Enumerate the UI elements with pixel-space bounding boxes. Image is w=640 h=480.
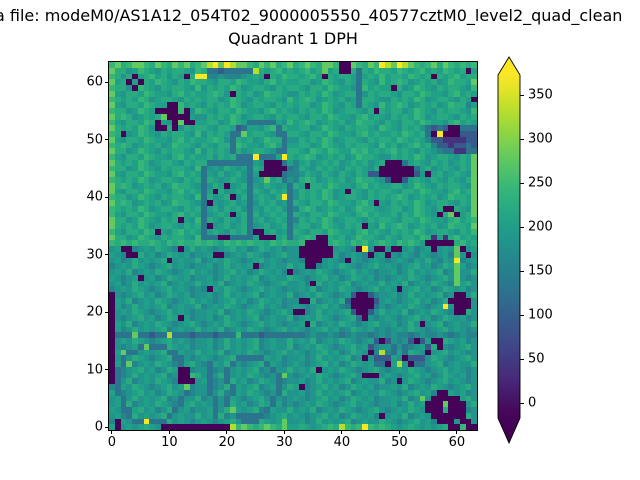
colorbar-tick-mark (520, 402, 524, 404)
colorbar-tick-label: 50 (528, 351, 545, 367)
y-tick-mark (105, 369, 109, 371)
y-tick-mark (105, 426, 109, 428)
colorbar-tick-label: 350 (528, 87, 553, 103)
x-tick-mark (111, 430, 113, 434)
x-tick-label: 0 (107, 435, 117, 450)
y-tick-label: 40 (86, 189, 103, 205)
x-tick-mark (398, 430, 400, 434)
x-tick-label: 40 (333, 435, 351, 450)
y-tick-label: 0 (94, 419, 103, 435)
figure-suptitle: a file: modeM0/AS1A12_054T02_9000005550_… (0, 6, 623, 25)
colorbar-tick-label: 0 (528, 395, 537, 411)
colorbar-tick-mark (520, 182, 524, 184)
x-tick-mark (456, 430, 458, 434)
colorbar-tick-mark (520, 94, 524, 96)
colorbar-tick-label: 250 (528, 175, 553, 191)
y-tick-label: 30 (86, 247, 103, 263)
axes-title: Quadrant 1 DPH (228, 29, 358, 48)
y-tick-mark (105, 196, 109, 198)
x-tick-label: 10 (161, 435, 178, 450)
colorbar-tick-label: 150 (528, 263, 553, 279)
y-tick-mark (105, 139, 109, 141)
colorbar-tick-label: 200 (528, 219, 553, 235)
x-tick-mark (226, 430, 228, 434)
colorbar-tick-label: 300 (528, 131, 553, 147)
colorbar-gradient (497, 56, 521, 445)
y-tick-label: 50 (86, 132, 103, 148)
x-tick-mark (168, 430, 170, 434)
axes-frame (108, 61, 478, 431)
colorbar-tick-mark (520, 270, 524, 272)
x-tick-label: 20 (218, 435, 236, 450)
heatmap-image (109, 62, 477, 430)
y-tick-mark (105, 254, 109, 256)
x-tick-label: 50 (391, 435, 408, 450)
y-tick-label: 10 (86, 362, 103, 378)
colorbar-tick-mark (520, 138, 524, 140)
x-tick-label: 60 (448, 435, 466, 450)
colorbar-tick-label: 100 (528, 307, 553, 323)
y-tick-label: 20 (86, 304, 103, 320)
y-tick-label: 60 (86, 74, 103, 90)
x-tick-mark (283, 430, 285, 434)
x-tick-label: 30 (276, 435, 293, 450)
colorbar-tick-mark (520, 314, 524, 316)
colorbar-tick-mark (520, 358, 524, 360)
y-tick-mark (105, 311, 109, 313)
colorbar-tick-mark (520, 226, 524, 228)
x-tick-mark (341, 430, 343, 434)
y-tick-mark (105, 81, 109, 83)
